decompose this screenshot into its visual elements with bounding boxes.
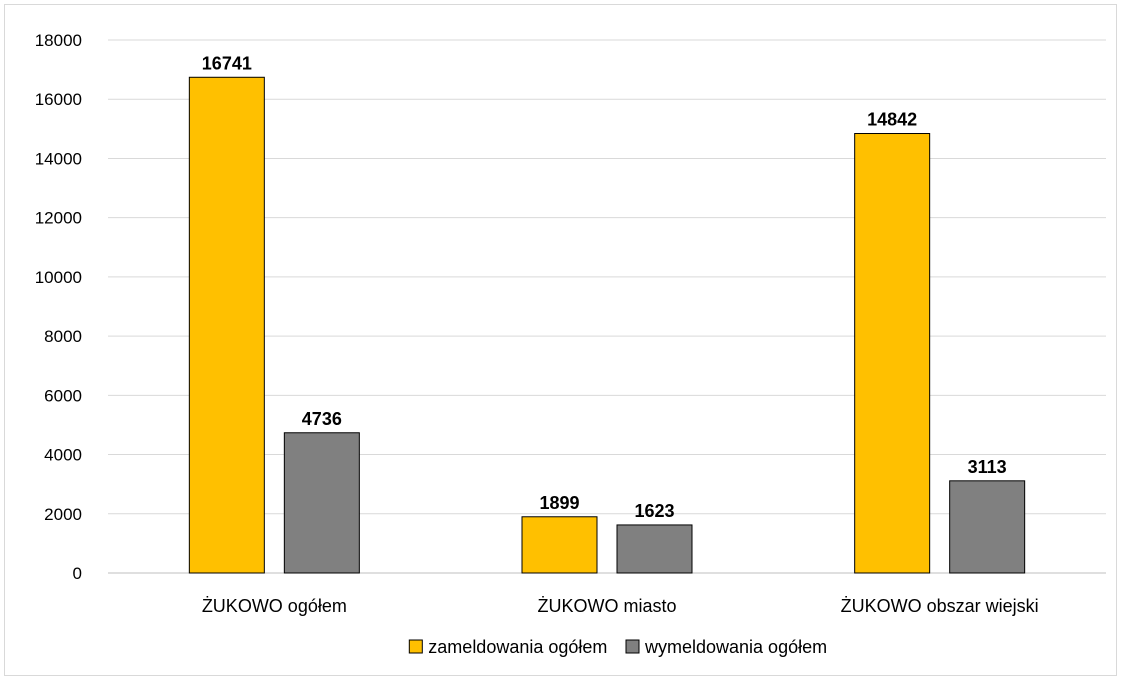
y-tick-label: 8000 <box>44 327 82 346</box>
y-tick-label: 16000 <box>35 90 82 109</box>
data-label: 14842 <box>867 110 917 130</box>
y-tick-label: 10000 <box>35 268 82 287</box>
x-category-label: ŻUKOWO miasto <box>537 596 676 616</box>
data-label: 4736 <box>302 409 342 429</box>
y-tick-label: 0 <box>73 564 82 583</box>
y-tick-label: 18000 <box>35 31 82 50</box>
bar <box>949 480 1026 574</box>
legend-swatch <box>625 639 640 654</box>
x-category-label: ŻUKOWO obszar wiejski <box>841 596 1039 616</box>
bar <box>283 432 360 574</box>
data-label: 16741 <box>202 53 252 73</box>
legend-label: wymeldowania ogółem <box>644 637 827 657</box>
data-label: 3113 <box>968 457 1007 477</box>
bar <box>521 516 598 574</box>
y-tick-label: 6000 <box>44 386 82 405</box>
bar <box>854 133 931 574</box>
bar <box>188 76 265 574</box>
legend-swatch <box>408 639 423 654</box>
y-tick-label: 12000 <box>35 209 82 228</box>
legend-label: zameldowania ogółem <box>428 637 607 657</box>
y-tick-label: 4000 <box>44 446 82 465</box>
data-label: 1623 <box>634 501 674 521</box>
y-tick-label: 14000 <box>35 149 82 168</box>
bar <box>616 524 693 574</box>
x-category-label: ŻUKOWO ogółem <box>202 596 347 616</box>
y-tick-label: 2000 <box>44 505 82 524</box>
data-label: 1899 <box>539 493 579 513</box>
